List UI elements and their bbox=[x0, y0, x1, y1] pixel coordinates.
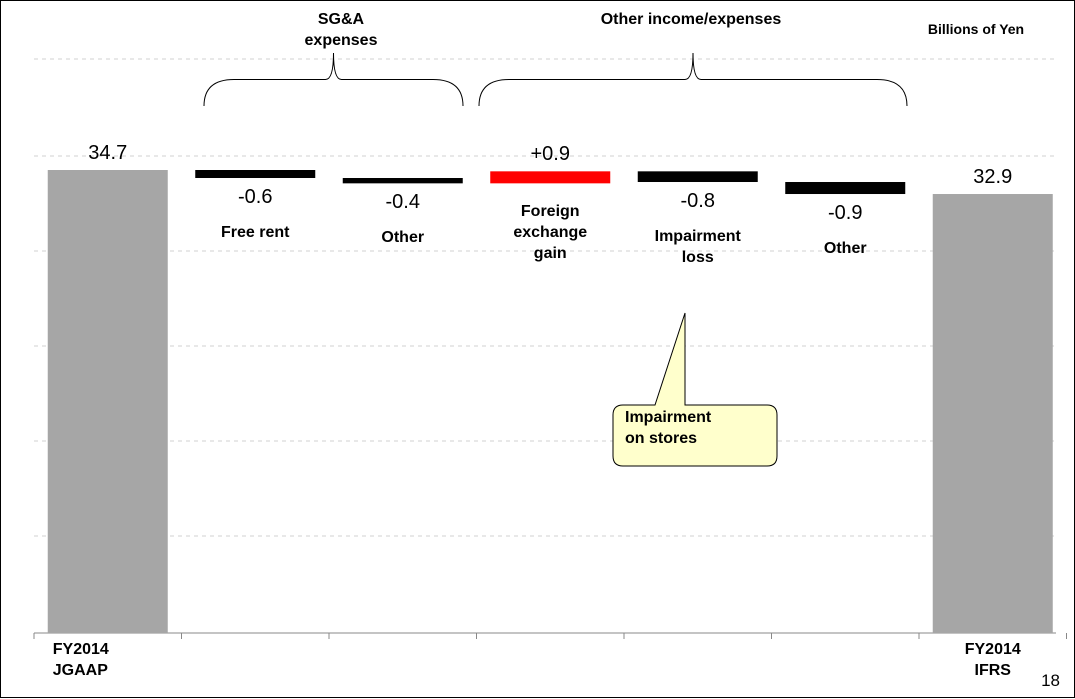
other-income-bracket-label-line1: Other income/expenses bbox=[600, 11, 782, 28]
callout-line1: Impairment bbox=[625, 409, 712, 426]
category-label-line: gain bbox=[533, 245, 567, 263]
waterfall-bar bbox=[490, 171, 611, 184]
unit-label: Billions of Yen bbox=[927, 21, 1025, 37]
category-label: Other bbox=[333, 227, 473, 248]
waterfall-bar bbox=[47, 170, 168, 633]
value-label: +0.9 bbox=[530, 143, 570, 166]
waterfall-bar bbox=[342, 178, 463, 184]
category-label: Impairment loss bbox=[628, 226, 768, 268]
category-label-line: Free rent bbox=[221, 224, 290, 241]
value-label: -0.9 bbox=[828, 202, 863, 225]
page-number: 18 bbox=[1041, 671, 1060, 690]
waterfall-bar bbox=[932, 194, 1053, 634]
category-label-line: exchange bbox=[513, 224, 588, 242]
callout-line2: on stores bbox=[625, 430, 698, 447]
category-label-line: Other bbox=[381, 229, 425, 247]
value-label: -0.6 bbox=[238, 186, 273, 208]
category-label: FY2014 IFRS bbox=[923, 639, 1063, 681]
value-label: -0.8 bbox=[680, 190, 715, 212]
sga-bracket bbox=[203, 52, 464, 107]
sga-bracket-label: SG&A expenses bbox=[241, 9, 441, 51]
other-income-bracket bbox=[478, 52, 908, 107]
value-label: -0.4 bbox=[385, 191, 420, 214]
value-label: 34.7 bbox=[88, 142, 128, 164]
value-label: 32.9 bbox=[973, 166, 1013, 189]
category-label-line: loss bbox=[681, 249, 714, 266]
category-label-line: Other bbox=[823, 240, 867, 258]
waterfall-bar bbox=[637, 171, 758, 183]
category-label-line: IFRS bbox=[974, 662, 1011, 679]
callout-bubble bbox=[612, 312, 778, 467]
category-label-line: Foreign bbox=[520, 203, 580, 221]
sga-bracket-label-line1: SG&A bbox=[317, 11, 365, 28]
category-label-line: FY2014 bbox=[52, 641, 109, 658]
category-label-line: JGAAP bbox=[52, 662, 108, 679]
category-label-line: FY2014 bbox=[964, 641, 1021, 658]
category-label: FY2014 JGAAP bbox=[53, 639, 193, 681]
waterfall-bar bbox=[785, 182, 906, 195]
waterfall-bar bbox=[195, 170, 316, 179]
category-label: Other bbox=[775, 238, 915, 259]
callout-text: Impairment on stores bbox=[615, 407, 780, 449]
category-label: Foreign exchange gain bbox=[480, 201, 620, 264]
category-label: Free rent bbox=[185, 222, 325, 243]
category-label-line: Impairment bbox=[654, 228, 741, 245]
other-income-bracket-label: Other income/expenses bbox=[591, 9, 791, 30]
sga-bracket-label-line2: expenses bbox=[304, 32, 378, 49]
